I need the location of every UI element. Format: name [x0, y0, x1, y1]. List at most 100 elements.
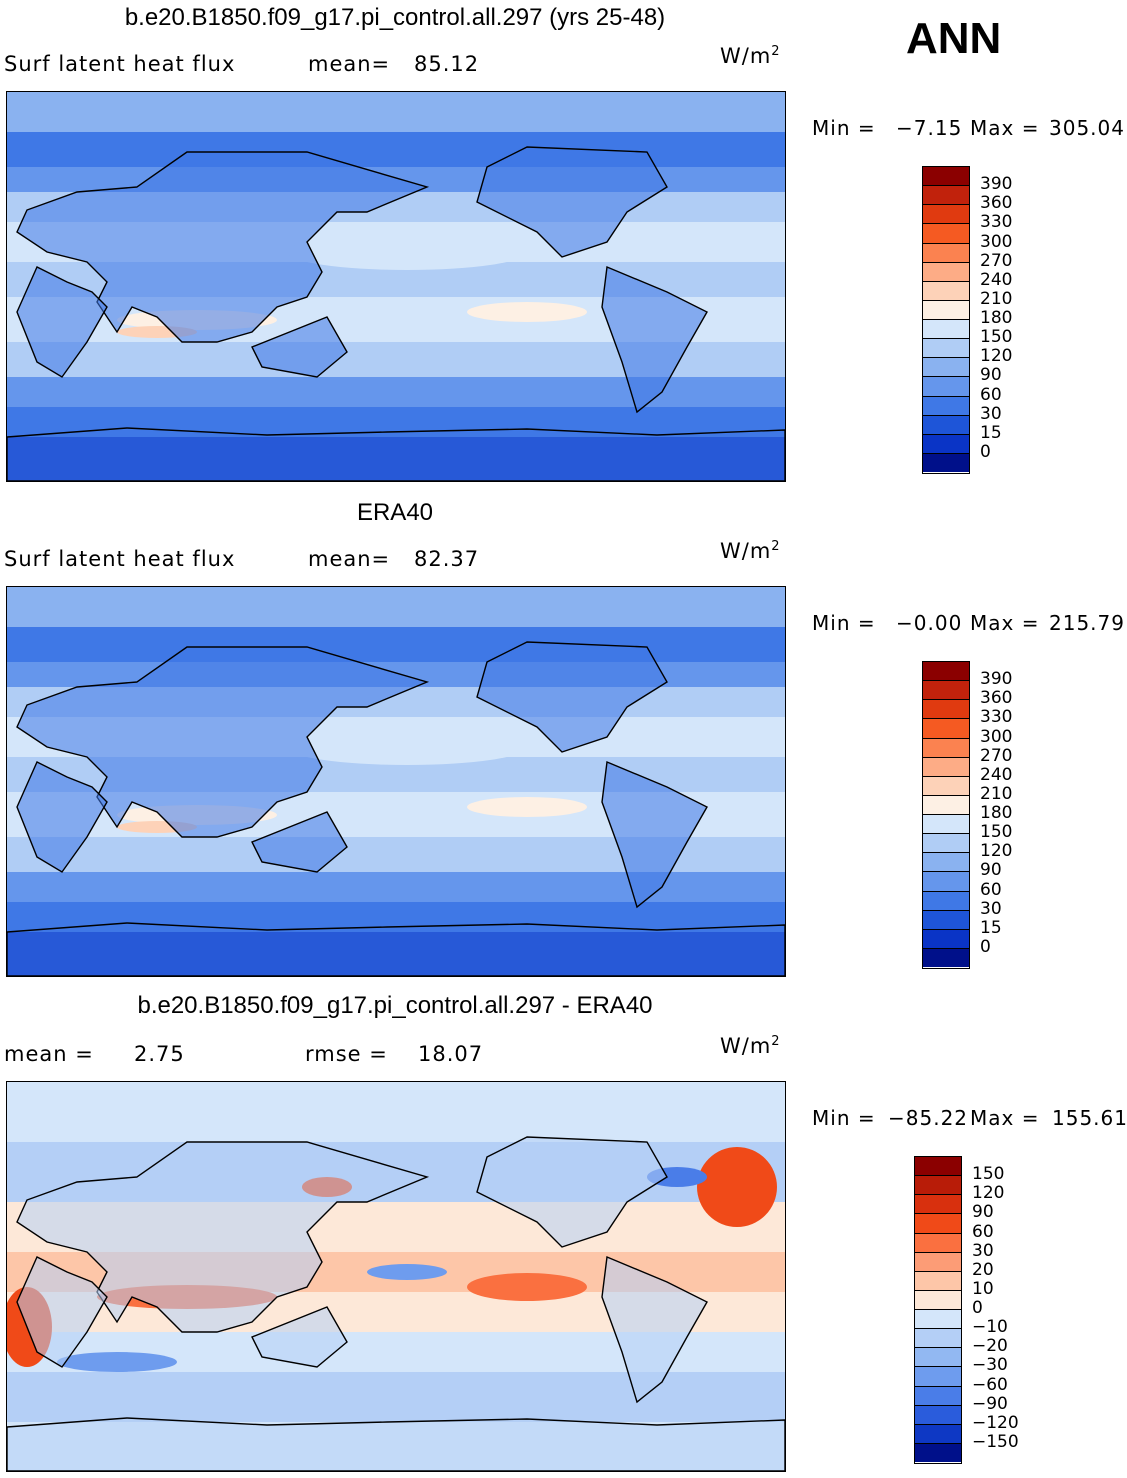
coastline — [7, 922, 785, 976]
colorbar-swatch — [923, 700, 969, 720]
colorbar-swatch — [923, 795, 969, 815]
panel2-units: W/m2 — [720, 539, 781, 563]
panel2-variable-label: Surf latent heat flux — [4, 547, 236, 571]
colorbar-tick-label: 360 — [980, 688, 1013, 709]
colorbar-tick-label: 330 — [980, 707, 1013, 728]
colorbar-swatch — [923, 776, 969, 796]
panel2-mean-value: 82.37 — [414, 547, 480, 571]
colorbar-swatch — [923, 872, 969, 892]
colorbar-tick-label: 240 — [980, 764, 1013, 785]
colorbar-swatch — [923, 738, 969, 758]
colorbar-swatch — [923, 948, 969, 967]
colorbar-tick-label: −60 — [972, 1374, 1008, 1395]
colorbar-tick-label: 330 — [980, 212, 1013, 233]
colorbar-tick-label: 30 — [980, 898, 1002, 919]
colorbar-tick-label: 360 — [980, 193, 1013, 214]
colorbar-tick-label: 90 — [972, 1202, 994, 1223]
colorbar-tick-label: 15 — [980, 917, 1002, 938]
contour-region — [287, 729, 527, 765]
colorbar-swatch — [923, 434, 969, 454]
colorbar-tick-label: −20 — [972, 1336, 1008, 1357]
panel3-max-value: 155.61 — [1052, 1106, 1127, 1130]
contour-band — [7, 627, 785, 662]
coastline — [251, 811, 348, 873]
coastline — [16, 761, 108, 873]
colorbar-swatch — [923, 186, 969, 206]
colorbar-swatch — [915, 1310, 961, 1330]
panel3-rmse-value: 18.07 — [418, 1042, 484, 1066]
colorbar-tick-label: 120 — [980, 841, 1013, 862]
panel1-variable-label: Surf latent heat flux — [4, 52, 236, 76]
colorbar-tick-label: 0 — [980, 936, 991, 957]
colorbar-swatch — [915, 1329, 961, 1349]
contour-band — [7, 587, 785, 627]
panel1-max-value: 305.04 — [1049, 116, 1125, 140]
panel3-mean-label: mean = — [4, 1042, 94, 1066]
colorbar-tick-label: 10 — [972, 1278, 994, 1299]
panel1-mean-value: 85.12 — [414, 52, 480, 76]
map-field — [7, 587, 785, 976]
colorbar-swatch — [915, 1424, 961, 1444]
panel3-rmse-label: rmse = — [305, 1042, 388, 1066]
colorbar-swatch — [923, 910, 969, 930]
colorbar-tick-label: 180 — [980, 803, 1013, 823]
colorbar-swatch — [923, 891, 969, 911]
colorbar-swatch — [923, 281, 969, 301]
colorbar-tick-label: 120 — [972, 1183, 1005, 1204]
map-field — [7, 1082, 785, 1471]
colorbar-swatch — [915, 1195, 961, 1215]
coastline — [16, 1141, 430, 1333]
colorbar-swatch — [923, 339, 969, 359]
coastline — [16, 646, 430, 838]
colorbar-tick-label: 270 — [980, 745, 1013, 766]
colorbar-tick-label: 240 — [980, 269, 1013, 290]
panel1-units: W/m2 — [720, 44, 781, 68]
colorbar-swatch — [923, 681, 969, 701]
colorbar-tick-label: 150 — [980, 327, 1013, 348]
colorbar-tick-label: 60 — [972, 1221, 994, 1242]
panel1-title: b.e20.B1850.f09_g17.pi_control.all.297 (… — [124, 4, 666, 31]
panel1-min-label: Min = — [812, 116, 876, 140]
colorbar-swatch — [915, 1252, 961, 1272]
colorbar-tick-label: 150 — [980, 822, 1013, 843]
coastline — [7, 1417, 785, 1471]
panel1-min-value: −7.15 — [896, 116, 963, 140]
panel2-colorbar — [922, 661, 970, 969]
coastline — [601, 760, 708, 909]
panel1-map — [6, 91, 786, 482]
colorbar-swatch — [923, 243, 969, 263]
colorbar-tick-label: 60 — [980, 384, 1002, 405]
colorbar-tick-label: −10 — [972, 1317, 1008, 1338]
panel3-mean-value: 2.75 — [134, 1042, 185, 1066]
colorbar-tick-label: 15 — [980, 422, 1002, 443]
panel2-map — [6, 586, 786, 977]
colorbar-tick-label: −30 — [972, 1355, 1008, 1376]
coastline — [476, 146, 668, 258]
panel1-colorbar — [922, 166, 970, 474]
coastline — [251, 1306, 348, 1368]
panel1-mean-label: mean= — [308, 52, 391, 76]
colorbar-swatch — [923, 262, 969, 282]
coastline — [16, 266, 108, 378]
panel3-title: b.e20.B1850.f09_g17.pi_control.all.297 -… — [137, 992, 653, 1019]
coastline — [601, 265, 708, 414]
contour-region — [367, 1264, 447, 1280]
colorbar-swatch — [923, 415, 969, 435]
colorbar-tick-label: 90 — [980, 860, 1002, 881]
colorbar-tick-label: −90 — [972, 1393, 1008, 1414]
colorbar-swatch — [915, 1367, 961, 1387]
colorbar-tick-label: 390 — [980, 174, 1013, 195]
panel2-max-label: Max = — [970, 611, 1040, 635]
colorbar-swatch — [923, 662, 969, 682]
colorbar-tick-label: 210 — [980, 783, 1013, 804]
contour-band — [7, 132, 785, 167]
coastline — [601, 1255, 708, 1404]
colorbar-swatch — [923, 834, 969, 854]
contour-band — [7, 92, 785, 132]
colorbar-swatch — [915, 1176, 961, 1196]
colorbar-tick-label: 300 — [980, 231, 1013, 252]
contour-region — [57, 1352, 177, 1372]
contour-region — [287, 234, 527, 270]
colorbar-tick-label: −120 — [972, 1412, 1019, 1433]
colorbar-swatch — [923, 929, 969, 949]
